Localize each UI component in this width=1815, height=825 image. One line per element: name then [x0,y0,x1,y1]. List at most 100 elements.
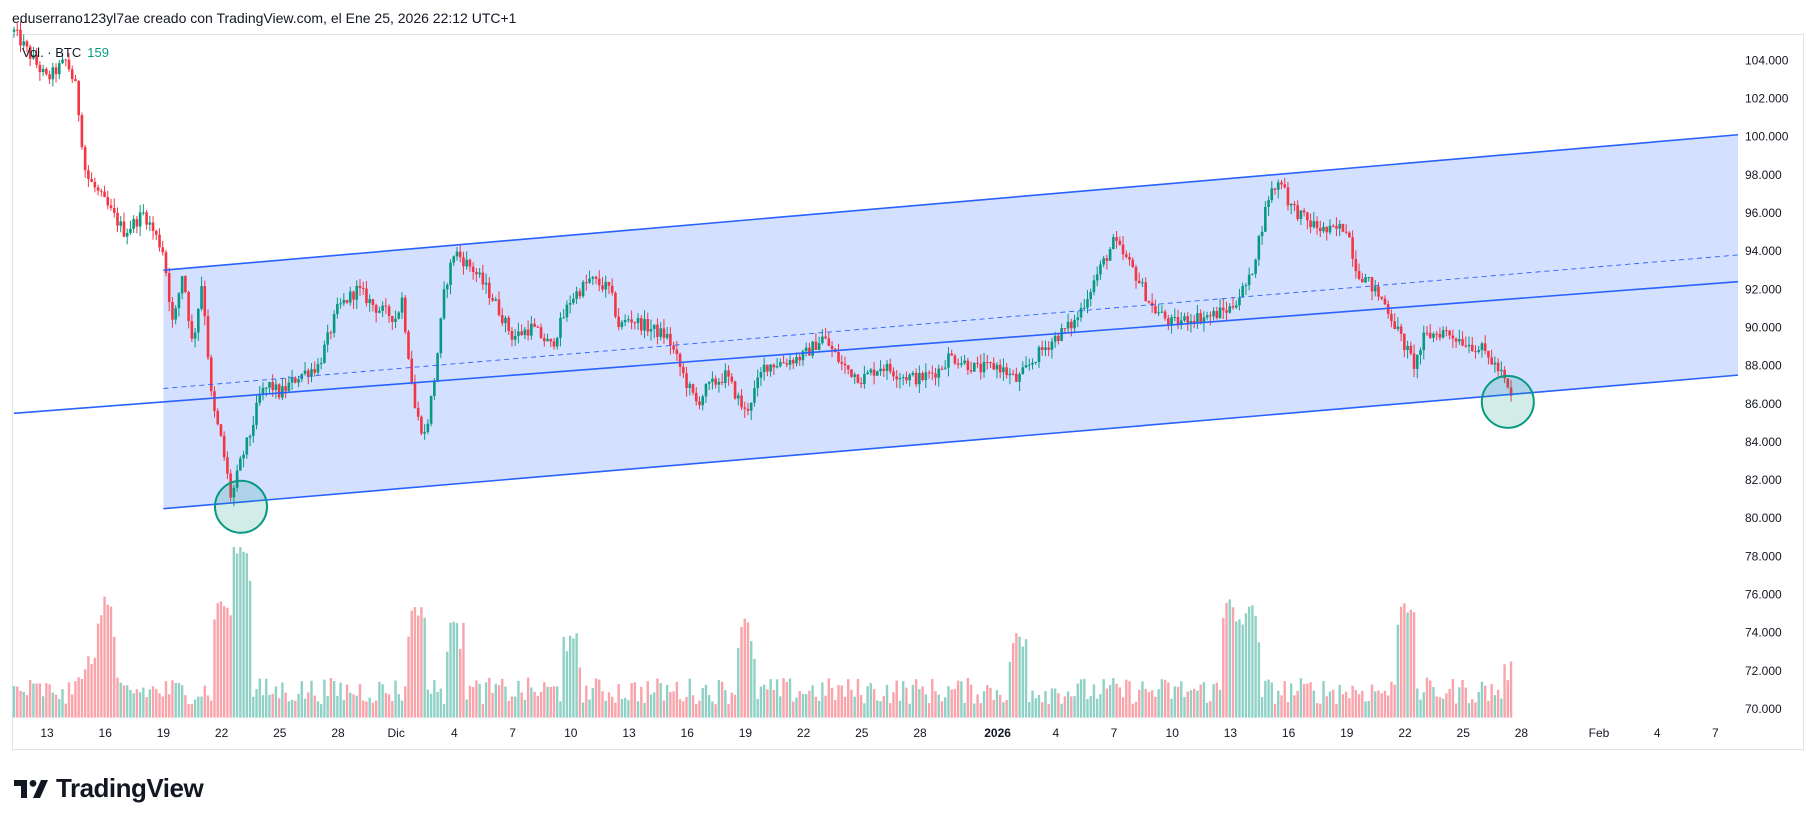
volume-bar [1186,691,1189,718]
candle-body [316,364,320,373]
candle-body [287,382,291,391]
candle-body [520,331,523,335]
candle-body [572,298,575,303]
volume-bar [365,701,368,718]
volume-bar [1128,681,1131,718]
volume-bar [1509,661,1513,718]
volume-bar [662,700,666,718]
candle-body [1050,341,1054,350]
volume-bar [400,700,404,718]
candle-body [1257,236,1261,260]
chart-frame[interactable] [12,34,1804,750]
candle-body [25,41,29,47]
volume-bar [1105,688,1109,718]
candle-body [1170,317,1173,325]
volume-bar [756,698,759,718]
candle-body [494,299,498,301]
candle-body [12,29,16,32]
volume-bar [213,619,216,718]
candle-body [180,276,184,294]
candle-body [1289,203,1293,206]
volume-bar [1383,690,1387,718]
candle-body [711,378,714,383]
candle-body [1141,282,1144,284]
volume-bar [1328,691,1332,718]
volume-bar [885,684,889,718]
candle-body [306,370,310,377]
volume-bar [471,687,475,718]
candle-body [1370,277,1374,292]
candle-body [607,281,611,286]
volume-bar [992,699,995,718]
candle-body [407,331,410,359]
volume-bar [1409,609,1413,718]
volume-bar [462,622,465,718]
volume-bar [1467,703,1471,718]
candle-body [481,272,485,285]
volume-bar [989,687,992,718]
volume-bar [1454,703,1458,718]
time-tick-label: 19 [1340,726,1354,740]
candle-body [323,344,326,364]
volume-bar [1393,684,1396,718]
volume-bar [895,680,898,718]
candle-body [471,266,475,273]
channel-lower-line [163,374,1739,510]
volume-bar [1260,697,1264,718]
channel-fill [163,134,1738,509]
candle-body [206,316,210,358]
volume-bar [759,686,763,718]
volume-bar [617,684,620,718]
volume-legend[interactable]: Vol. · BTC 159 [22,45,109,60]
volume-bar [339,682,342,718]
volume-bar [817,700,821,718]
candle-body [1124,254,1128,257]
volume-bar [982,691,986,718]
candle-body [568,302,572,305]
candle-body [229,473,232,498]
volume-bar [1451,679,1455,718]
volume-bar [297,693,300,718]
volume-bar [688,678,691,718]
candle-body [70,69,74,80]
candle-body [1037,347,1041,363]
tradingview-logo[interactable]: TradingView [14,773,204,804]
volume-bar [1076,683,1079,718]
price-tick-label: 74.000 [1745,626,1782,640]
candle-body [222,435,226,458]
volume-bar [1286,702,1290,718]
volume-bar [1441,698,1445,718]
volume-bar [859,694,863,718]
volume-bar [468,685,472,718]
candle-body [749,402,753,411]
volume-bar [1150,690,1154,718]
candle-body [1286,187,1290,206]
volume-bar [87,656,90,718]
candle-body [682,366,685,374]
volume-bar [811,685,814,718]
candle-body [1099,264,1102,275]
volume-bar [168,694,171,718]
candle-body [914,372,918,385]
candle-body [782,362,785,364]
candle-body [423,432,426,434]
candle-body [190,321,194,339]
volume-bar [1189,690,1193,718]
candle-body [1163,311,1167,319]
candle-body [1225,310,1228,313]
candle-body [261,387,265,395]
candle-body [1409,345,1413,354]
candle-body [714,378,717,385]
volume-bar [193,699,197,718]
volume-bar [1435,696,1438,718]
volume-bar [572,638,575,718]
volume-bar [1500,698,1503,718]
candle-body [61,59,64,64]
volume-bar [138,692,142,718]
volume-bar [1461,679,1464,718]
volume-bar [730,692,734,718]
volume-bar [1364,701,1367,718]
candle-body [639,317,643,331]
candle-body [905,377,908,381]
